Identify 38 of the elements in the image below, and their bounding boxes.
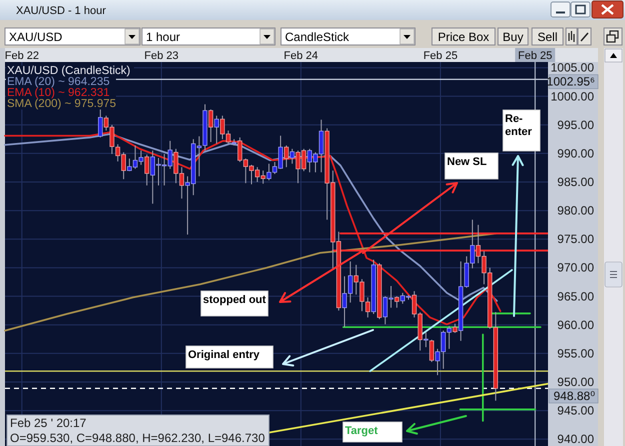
y-tick-label: 1000.00 [550,89,594,104]
annotation: Feb 25 ' 20:17 [10,416,87,430]
y-tick-label: 995.00 [557,118,594,132]
text: Price Box [438,30,490,44]
text: Sell [537,30,558,44]
annotation: Original entry [188,349,260,361]
y-tick-label: 945.00 [557,404,594,418]
text: SMA (200) ~ 975.975 [7,98,116,110]
y-tick-label: 950.00 [557,375,594,389]
annotation: Re-enter [505,113,533,138]
y-tick-label: 980.00 [557,204,594,218]
text: EMA (10) ~ 962.331 [7,87,110,99]
x-tick-label: Feb 25 [423,50,458,62]
y-tick-label: 990.00 [557,146,594,160]
annotation: stopped out [203,294,266,306]
y-tick-label: 1005.00 [550,60,594,75]
x-tick-label: Feb 24 [284,50,318,62]
chart-subtitle: XAU/USD (CandleStick) [7,65,131,77]
text: 1 hour [146,30,180,44]
text: Buy [502,30,524,44]
y-tick-label: 975.00 [557,232,594,246]
x-tick-label: Feb 22 [4,50,39,62]
ref-line-label: 1002.95⁶ [546,74,596,89]
text: CandleStick [285,30,350,44]
chart-title: XAU/USD - 1 hour [16,5,106,17]
annotation: O=959.530, C=948.880, H=962.230, L=946.730 [10,431,266,445]
y-tick-label: 960.00 [557,318,594,332]
y-tick-label: 940.00 [557,432,594,446]
text: XAU/USD [9,30,63,44]
ref-line-label: 948.88⁰ [553,389,596,403]
annotation: New SL [447,156,488,168]
text: EMA (20) ~ 964.235 [7,76,110,88]
x-tick-label: Feb 23 [144,50,179,62]
y-tick-label: 985.00 [557,175,594,189]
annotation: Target [345,425,378,437]
y-tick-label: 955.00 [557,346,594,360]
y-tick-label: 965.00 [557,289,594,304]
y-tick-label: 970.00 [557,260,594,275]
